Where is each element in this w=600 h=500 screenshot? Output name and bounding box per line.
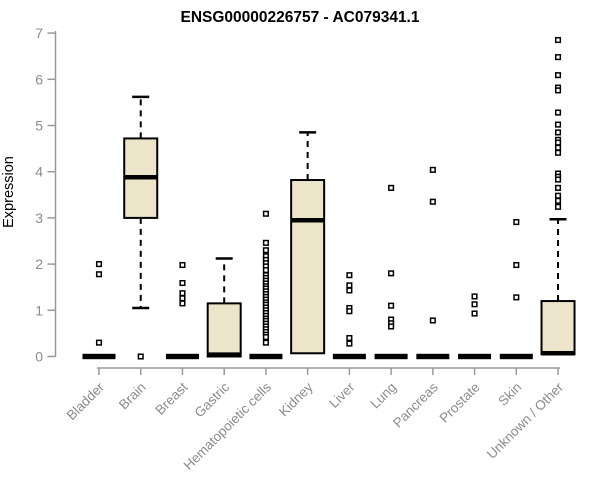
outlier-point [554,36,562,44]
box-group [82,261,116,360]
collapsed-box-bar [458,353,492,360]
x-tick-label: Kidney [276,379,316,419]
outlier-point [471,293,478,300]
boxes-layer [82,36,576,360]
box-group [249,210,283,360]
y-tick-label: 6 [35,71,43,87]
y-tick-label: 3 [35,210,43,226]
outlier-point [429,166,436,173]
collapsed-box-bar [332,353,366,360]
outlier-point [554,149,562,156]
box-group [206,257,242,358]
y-tick-label: 7 [35,25,43,41]
outlier-point [554,144,562,151]
box-group [540,36,576,356]
x-tick-label: Lung [367,380,399,412]
x-tick-label: Breast [152,379,190,417]
outlier-point [179,279,186,287]
y-tick-label: 1 [35,302,43,318]
x-tick-label: Gastric [191,379,232,420]
outlier-point [554,197,562,204]
box-group [458,293,492,360]
outlier-point [346,308,353,315]
outlier-point [346,340,353,347]
y-tick-label: 2 [35,256,43,272]
box-group [374,184,408,360]
outlier-point [429,317,436,324]
outlier-point [554,139,562,146]
outlier-point [262,239,269,246]
x-tick-label: Unknown / Other [484,379,567,462]
outlier-point [179,300,186,307]
box-group [416,166,450,360]
outlier-point [471,301,478,308]
collapsed-box-bar [499,353,533,360]
outlier-point [554,203,562,210]
outlier-point [262,267,269,274]
outlier-point [388,270,395,277]
outlier-point [346,287,353,294]
outlier-point [471,310,478,317]
x-tick-label: Prostate [437,380,483,426]
x-tick-label: Pancreas [390,379,441,430]
y-tick-label: 5 [35,118,43,134]
outlier-point [429,198,436,205]
outlier-point [554,129,562,136]
outlier-point [262,339,269,346]
outlier-point [179,290,186,297]
y-tick-label: 0 [35,349,43,365]
collapsed-box-bar [416,353,450,360]
outlier-point [346,272,353,279]
box-rect [540,300,576,356]
x-tick-label: Liver [326,379,358,411]
box-group [332,272,366,360]
outlier-point [513,219,520,226]
outlier-point [554,121,562,128]
outlier-point [388,302,395,309]
y-tick-label: 4 [35,164,43,180]
outlier-point [554,176,562,183]
box-rect [290,179,326,355]
outlier-point [95,339,103,346]
outlier-point [95,261,103,268]
x-tick-label: Brain [116,380,149,413]
outlier-point [554,192,562,199]
collapsed-box-bar [165,353,199,360]
outlier-point [513,294,520,301]
x-tick-label: Skin [495,380,524,409]
collapsed-box-bar [249,353,283,360]
outlier-point [346,334,353,342]
outlier-point [179,261,186,269]
box-group [123,95,159,360]
box-group [499,219,533,360]
box-group [165,261,199,360]
outlier-point [262,210,269,217]
outlier-point [554,72,562,79]
outlier-point [137,353,144,360]
outlier-point [388,184,395,191]
outlier-point [554,87,562,94]
box-group [290,131,326,355]
outlier-point [95,271,103,278]
outlier-point [346,282,353,289]
x-tick-label: Bladder [64,379,108,423]
box-rect [206,302,242,358]
outlier-point [179,295,186,302]
y-axis-title: Expression [1,156,17,228]
outlier-point [262,334,269,341]
outlier-point [554,109,562,116]
outlier-point [388,323,395,330]
outlier-point [554,184,562,191]
chart-title: ENSG00000226757 - AC079341.1 [181,9,420,26]
collapsed-box-bar [82,353,116,360]
outlier-point [262,247,269,254]
outlier-point [513,261,520,269]
outlier-point [554,54,562,61]
collapsed-box-bar [374,353,408,360]
